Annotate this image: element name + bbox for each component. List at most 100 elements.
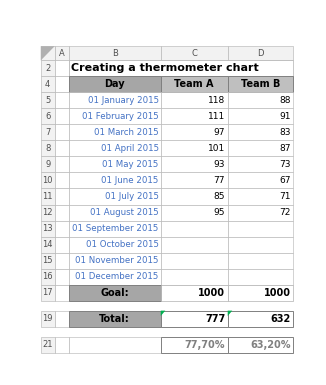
Text: Team B: Team B [241, 79, 280, 89]
Bar [68, 77, 161, 92]
Bar [161, 311, 228, 326]
Bar [41, 77, 55, 92]
Text: 93: 93 [214, 160, 225, 169]
Bar [55, 269, 68, 285]
Bar [68, 221, 161, 236]
Text: 6: 6 [45, 112, 51, 121]
Bar [161, 337, 228, 353]
Text: 01 February 2015: 01 February 2015 [82, 112, 159, 121]
Bar [228, 236, 293, 253]
Bar [68, 189, 161, 204]
Bar [161, 77, 228, 92]
Bar [55, 253, 68, 269]
Text: 88: 88 [279, 96, 291, 105]
Text: 9: 9 [45, 160, 50, 169]
Bar [55, 204, 68, 221]
Text: 2: 2 [45, 64, 50, 73]
Text: 01 August 2015: 01 August 2015 [90, 208, 159, 217]
Bar [55, 189, 68, 204]
Bar [55, 124, 68, 141]
Text: 01 March 2015: 01 March 2015 [94, 128, 159, 137]
Bar [161, 92, 228, 109]
Bar [41, 204, 55, 221]
Bar [228, 172, 293, 189]
Text: 01 June 2015: 01 June 2015 [101, 176, 159, 185]
Text: 77,70%: 77,70% [185, 340, 225, 350]
Text: 01 January 2015: 01 January 2015 [88, 96, 159, 105]
Bar [68, 46, 161, 60]
Bar [55, 337, 68, 353]
Bar [68, 269, 161, 285]
Bar [161, 269, 228, 285]
Bar [161, 172, 228, 189]
Text: 10: 10 [42, 176, 53, 185]
Text: A: A [59, 49, 65, 58]
Bar [161, 285, 228, 301]
Text: 4: 4 [45, 80, 50, 89]
Text: 111: 111 [208, 112, 225, 121]
Bar [55, 46, 68, 60]
Text: 8: 8 [45, 144, 51, 153]
Text: 73: 73 [279, 160, 291, 169]
Bar [68, 60, 293, 77]
Bar [55, 77, 68, 92]
Bar [228, 156, 293, 172]
Text: 632: 632 [271, 314, 291, 324]
Bar [55, 285, 68, 301]
Bar [55, 311, 68, 326]
Bar [68, 204, 161, 221]
Text: 97: 97 [214, 128, 225, 137]
Bar [41, 124, 55, 141]
Bar [161, 189, 228, 204]
Bar [228, 221, 293, 236]
Text: 21: 21 [42, 340, 53, 349]
Text: 1000: 1000 [198, 288, 225, 298]
Bar [228, 204, 293, 221]
Bar [41, 141, 55, 156]
Bar [228, 124, 293, 141]
Text: 01 December 2015: 01 December 2015 [75, 272, 159, 281]
Text: 95: 95 [214, 208, 225, 217]
Bar [41, 109, 55, 124]
Bar [228, 109, 293, 124]
Bar [41, 156, 55, 172]
Bar [55, 236, 68, 253]
Text: 118: 118 [208, 96, 225, 105]
Bar [55, 156, 68, 172]
Bar [228, 77, 293, 92]
Text: 63,20%: 63,20% [250, 340, 291, 350]
Text: 01 September 2015: 01 September 2015 [72, 224, 159, 233]
Text: 85: 85 [214, 192, 225, 201]
Text: 19: 19 [42, 314, 53, 323]
Text: 7: 7 [45, 128, 51, 137]
Bar [68, 156, 161, 172]
Text: 5: 5 [45, 96, 50, 105]
Bar [41, 221, 55, 236]
Bar [161, 124, 228, 141]
Text: 17: 17 [42, 288, 53, 297]
Bar [228, 253, 293, 269]
Bar [68, 285, 161, 301]
Bar [228, 337, 293, 353]
Bar [41, 285, 55, 301]
Bar [41, 236, 55, 253]
Bar [161, 253, 228, 269]
Bar [161, 109, 228, 124]
Bar [161, 236, 228, 253]
Bar [41, 269, 55, 285]
Text: Creating a thermometer chart: Creating a thermometer chart [71, 64, 259, 74]
Text: C: C [191, 49, 197, 58]
Polygon shape [41, 46, 55, 60]
Bar [55, 60, 68, 77]
Bar [161, 156, 228, 172]
Bar [228, 311, 293, 326]
Bar [68, 92, 161, 109]
Bar [228, 141, 293, 156]
Bar [55, 109, 68, 124]
Bar [161, 46, 228, 60]
Bar [161, 221, 228, 236]
Text: 77: 77 [214, 176, 225, 185]
Bar [68, 141, 161, 156]
Bar [228, 46, 293, 60]
Bar [41, 189, 55, 204]
